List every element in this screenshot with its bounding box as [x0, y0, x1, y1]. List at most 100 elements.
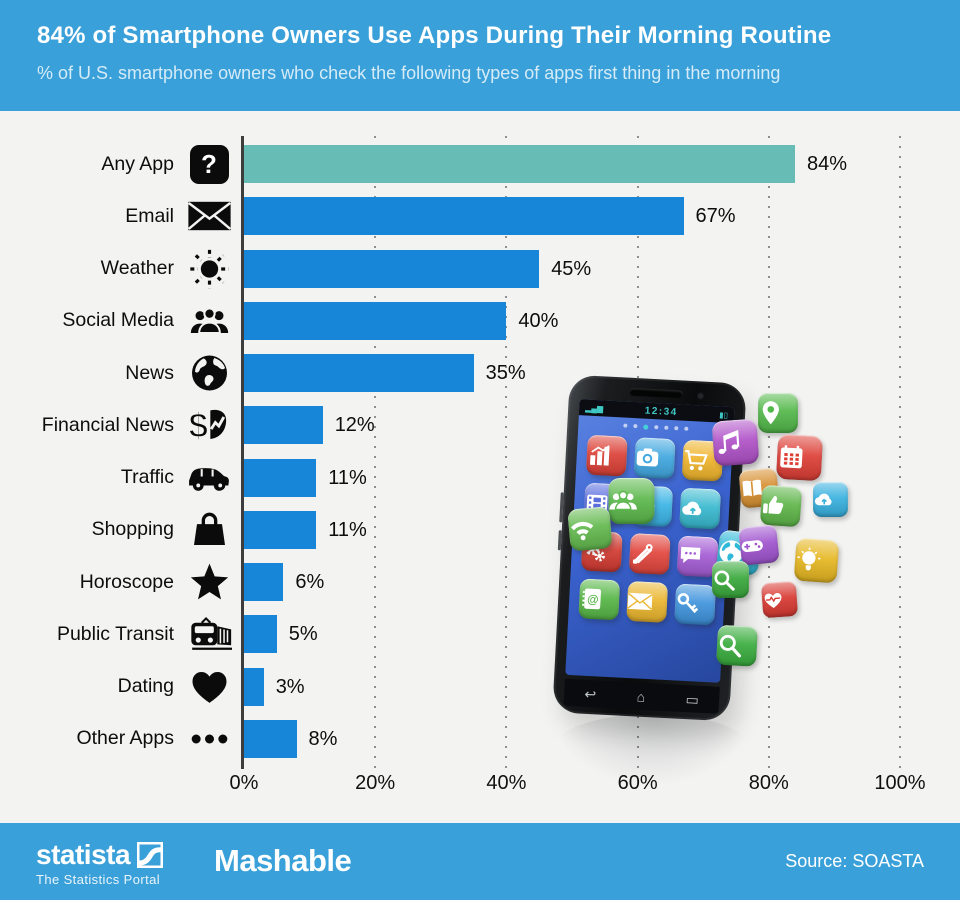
- x-tick-label: 40%: [486, 772, 527, 794]
- chart-row: Horoscope 6%: [0, 556, 960, 608]
- recent-apps-icon: ▭: [685, 690, 700, 708]
- flying-icon-music: [711, 418, 760, 467]
- infographic-title: 84% of Smartphone Owners Use Apps During…: [37, 22, 832, 49]
- phone-front-camera-icon: [696, 392, 705, 400]
- app-tile-wifi: [567, 506, 613, 552]
- globe-icon: [174, 349, 244, 397]
- train-icon: [174, 610, 244, 658]
- bar-traffic: [244, 458, 317, 497]
- star-icon: [174, 558, 244, 606]
- flying-icon-location-pin: [758, 393, 798, 433]
- phone-clock: 12:34: [644, 405, 679, 418]
- header-banner: 84% of Smartphone Owners Use Apps During…: [0, 0, 960, 111]
- value-label: 11%: [328, 518, 367, 541]
- category-label: Any App: [101, 152, 174, 175]
- source-label: Source: SOASTA: [785, 851, 924, 871]
- phone-earpiece: [628, 387, 684, 399]
- statista-logo-icon: [137, 842, 164, 868]
- phone-volume-button: [559, 492, 564, 523]
- flying-icon-cloud: [813, 482, 848, 517]
- smartphone-illustration: ▂▄▆ 12:34 ▮▯ @ ↩ ⌂ ▭: [552, 374, 763, 722]
- bar-financial-news: [244, 406, 323, 445]
- phone-power-button: [557, 530, 562, 551]
- value-label: 45%: [551, 257, 592, 280]
- value-label: 5%: [288, 623, 318, 646]
- category-label: Social Media: [62, 309, 174, 332]
- chart-row: Shopping 11%: [0, 504, 960, 556]
- phone-reflection: [552, 714, 752, 786]
- bar-email: [244, 197, 684, 236]
- category-label: News: [125, 361, 174, 384]
- x-tick-label: 20%: [355, 772, 396, 794]
- mashable-logo: Mashable: [214, 843, 352, 878]
- chart-row: Weather 45%: [0, 243, 960, 295]
- value-label: 35%: [485, 362, 526, 385]
- gridline-40: [505, 136, 508, 770]
- app-tile-envelope: [626, 580, 669, 623]
- phone-status-bar: ▂▄▆ 12:34 ▮▯: [578, 399, 735, 424]
- sun-icon: [174, 245, 244, 293]
- shopping-bag-icon: [174, 506, 244, 554]
- value-label: 40%: [518, 309, 559, 332]
- bar-shopping: [244, 510, 317, 549]
- statista-logo: statista The Statistics Portal: [36, 839, 164, 887]
- app-tile-tools: [628, 532, 671, 576]
- app-tile-people: [608, 477, 655, 524]
- value-label: 84%: [807, 153, 848, 176]
- car-icon: [174, 454, 244, 502]
- category-label: Public Transit: [56, 622, 174, 645]
- bar-other-apps: [244, 719, 297, 758]
- phone-overlay-apps: [567, 477, 763, 667]
- statista-logo-text: statista: [36, 839, 131, 870]
- statista-tagline: The Statistics Portal: [36, 872, 160, 887]
- chart-row: Social Media 40%: [0, 295, 960, 347]
- x-tick-label: 100%: [874, 772, 926, 794]
- flying-icon-book: [738, 467, 780, 509]
- category-label: Shopping: [91, 518, 174, 541]
- envelope-icon: [174, 192, 244, 240]
- bar-public-transit: [244, 615, 277, 654]
- app-tile-cloud: [679, 487, 722, 530]
- x-tick-label: 80%: [748, 772, 789, 794]
- heart-icon: [174, 663, 244, 711]
- gridline-80: [767, 136, 770, 770]
- battery-icon: ▮▯: [719, 409, 729, 420]
- app-tile-keys: [674, 583, 717, 626]
- app-tile-camera: [633, 437, 676, 480]
- chart-row: Financial News $12%: [0, 399, 960, 451]
- back-icon: ↩: [584, 685, 597, 702]
- value-label: 6%: [295, 571, 325, 594]
- category-label: Horoscope: [79, 570, 174, 593]
- chart-row: Other Apps 8%: [0, 713, 960, 765]
- y-axis-line: [241, 136, 244, 769]
- value-label: 67%: [695, 205, 736, 228]
- category-label: Dating: [117, 675, 174, 698]
- gridline-20: [374, 136, 377, 770]
- app-tile-contacts: @: [578, 578, 621, 621]
- footer-banner: statista The Statistics Portal Mashable …: [0, 823, 960, 900]
- flying-icon-magnifier: [712, 561, 749, 598]
- x-tick-label: 0%: [229, 772, 259, 794]
- category-label: Email: [125, 204, 174, 227]
- app-tile-bars: [585, 434, 628, 477]
- chart-row: Email 67%: [0, 190, 960, 242]
- people-icon: [174, 297, 244, 345]
- bar-news: [244, 354, 474, 393]
- ellipsis-dots-icon: [174, 715, 244, 763]
- bar-any-app: [244, 145, 795, 184]
- chart-row: News 35%: [0, 347, 960, 399]
- value-label: 8%: [308, 727, 338, 750]
- chart-row: Dating 3%: [0, 661, 960, 713]
- dollar-chart-icon: $: [174, 401, 244, 449]
- x-tick-label: 60%: [617, 772, 658, 794]
- infographic-subtitle: % of U.S. smartphone owners who check th…: [37, 63, 781, 83]
- app-tile-chat: [676, 535, 719, 578]
- svg-text:@: @: [587, 593, 599, 607]
- bar-social-media: [244, 301, 507, 340]
- value-label: 11%: [328, 466, 367, 489]
- bar-weather: [244, 249, 540, 288]
- flying-icon-calendar: [775, 433, 824, 482]
- svg-text:$: $: [188, 407, 207, 446]
- phone-nav-bar: ↩ ⌂ ▭: [563, 678, 720, 714]
